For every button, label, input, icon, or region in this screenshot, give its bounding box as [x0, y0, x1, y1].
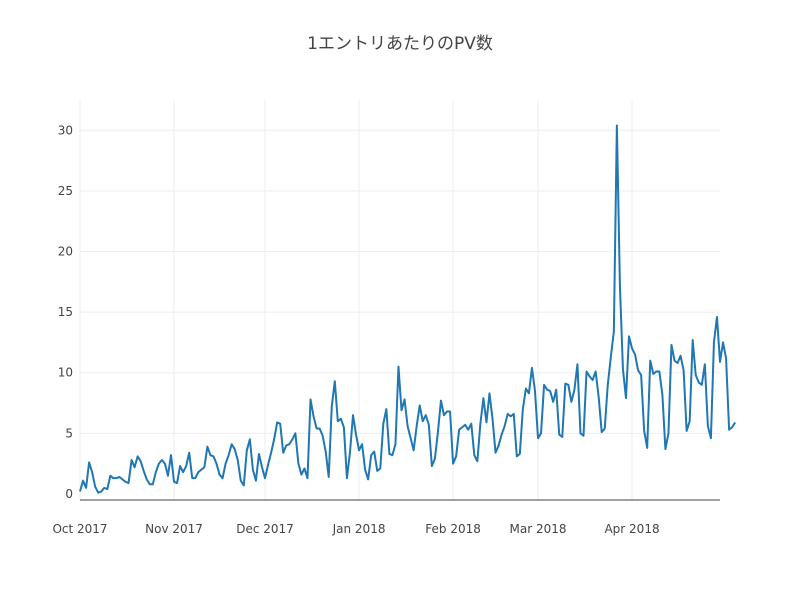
x-tick-label: Nov 2017	[145, 522, 203, 536]
x-tick-label: Feb 2018	[425, 522, 481, 536]
x-tick-label: Jan 2018	[332, 522, 386, 536]
x-tick-label: Apr 2018	[604, 522, 659, 536]
x-tick-label: Mar 2018	[510, 522, 567, 536]
y-tick-label: 20	[58, 245, 73, 259]
x-tick-label: Oct 2017	[52, 522, 107, 536]
chart-title: 1エントリあたりのPV数	[307, 34, 493, 54]
y-tick-label: 15	[58, 305, 73, 319]
y-axis-ticks: 0 5 10 15 20 25 30	[58, 123, 73, 501]
y-tick-label: 25	[58, 184, 73, 198]
series-line	[79, 124, 737, 494]
y-tick-label: 10	[58, 366, 73, 380]
x-axis-ticks: Oct 2017 Nov 2017 Dec 2017 Jan 2018 Feb 2018…	[52, 522, 659, 536]
x-tick-label: Dec 2017	[236, 522, 294, 536]
grid	[79, 100, 720, 500]
y-tick-label: 5	[65, 426, 73, 440]
y-tick-label: 30	[58, 123, 73, 137]
y-tick-label: 0	[65, 487, 73, 501]
